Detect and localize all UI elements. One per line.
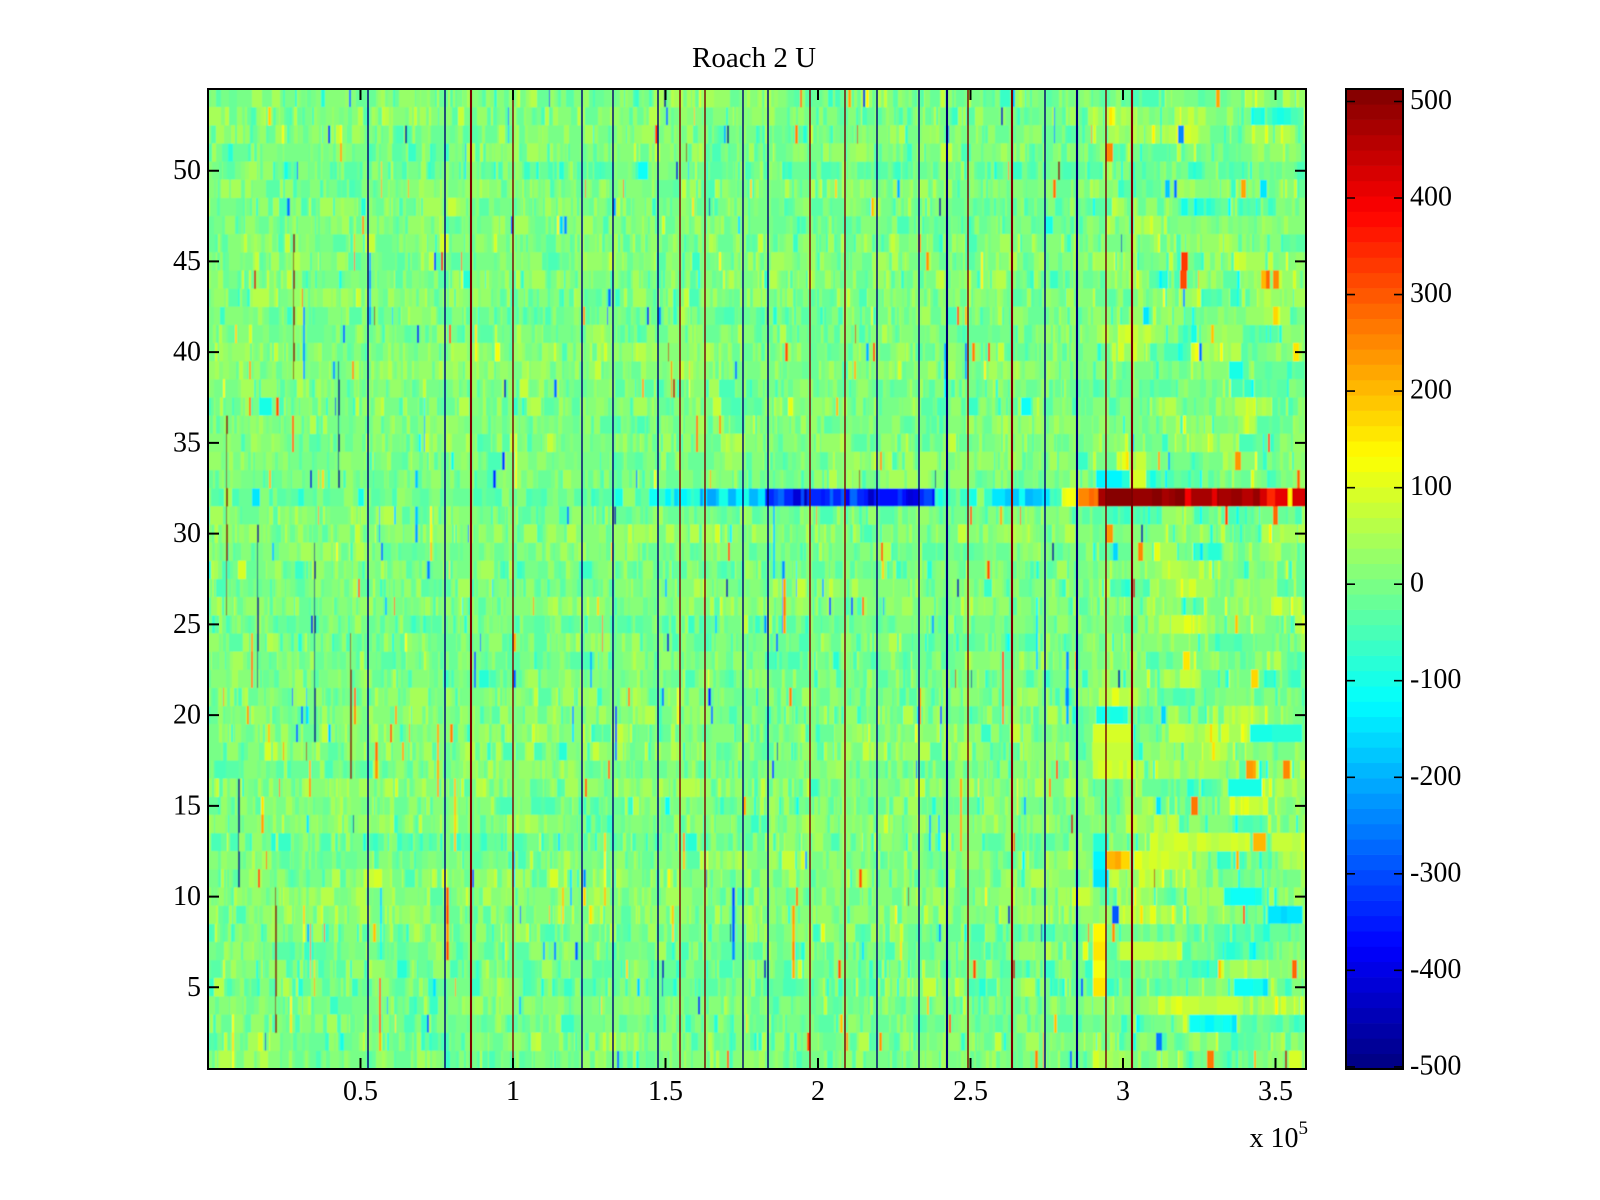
svg-text:1.5: 1.5 — [648, 1076, 683, 1107]
svg-text:100: 100 — [1410, 471, 1452, 502]
svg-text:2.5: 2.5 — [953, 1076, 988, 1107]
svg-text:30: 30 — [173, 518, 201, 549]
svg-text:10: 10 — [173, 881, 201, 912]
svg-text:400: 400 — [1410, 182, 1452, 213]
svg-text:x 105: x 105 — [1250, 1118, 1309, 1154]
svg-text:15: 15 — [173, 790, 201, 821]
svg-text:3.5: 3.5 — [1258, 1076, 1293, 1107]
svg-text:-100: -100 — [1410, 664, 1461, 695]
svg-text:25: 25 — [173, 609, 201, 640]
svg-text:-200: -200 — [1410, 761, 1461, 792]
svg-text:300: 300 — [1410, 278, 1452, 309]
svg-text:45: 45 — [173, 246, 201, 277]
svg-text:0: 0 — [1410, 568, 1424, 599]
svg-text:5: 5 — [187, 972, 201, 1003]
svg-text:35: 35 — [173, 427, 201, 458]
svg-text:1: 1 — [506, 1076, 520, 1107]
svg-text:Roach 2 U: Roach 2 U — [692, 42, 816, 74]
svg-text:-400: -400 — [1410, 954, 1461, 985]
svg-text:2: 2 — [811, 1076, 825, 1107]
svg-text:3: 3 — [1116, 1076, 1130, 1107]
svg-text:-300: -300 — [1410, 857, 1461, 888]
svg-text:200: 200 — [1410, 375, 1452, 406]
svg-text:-500: -500 — [1410, 1050, 1461, 1081]
svg-text:50: 50 — [173, 155, 201, 186]
svg-text:40: 40 — [173, 337, 201, 368]
svg-text:0.5: 0.5 — [343, 1076, 378, 1107]
svg-text:20: 20 — [173, 700, 201, 731]
svg-text:500: 500 — [1410, 85, 1452, 116]
